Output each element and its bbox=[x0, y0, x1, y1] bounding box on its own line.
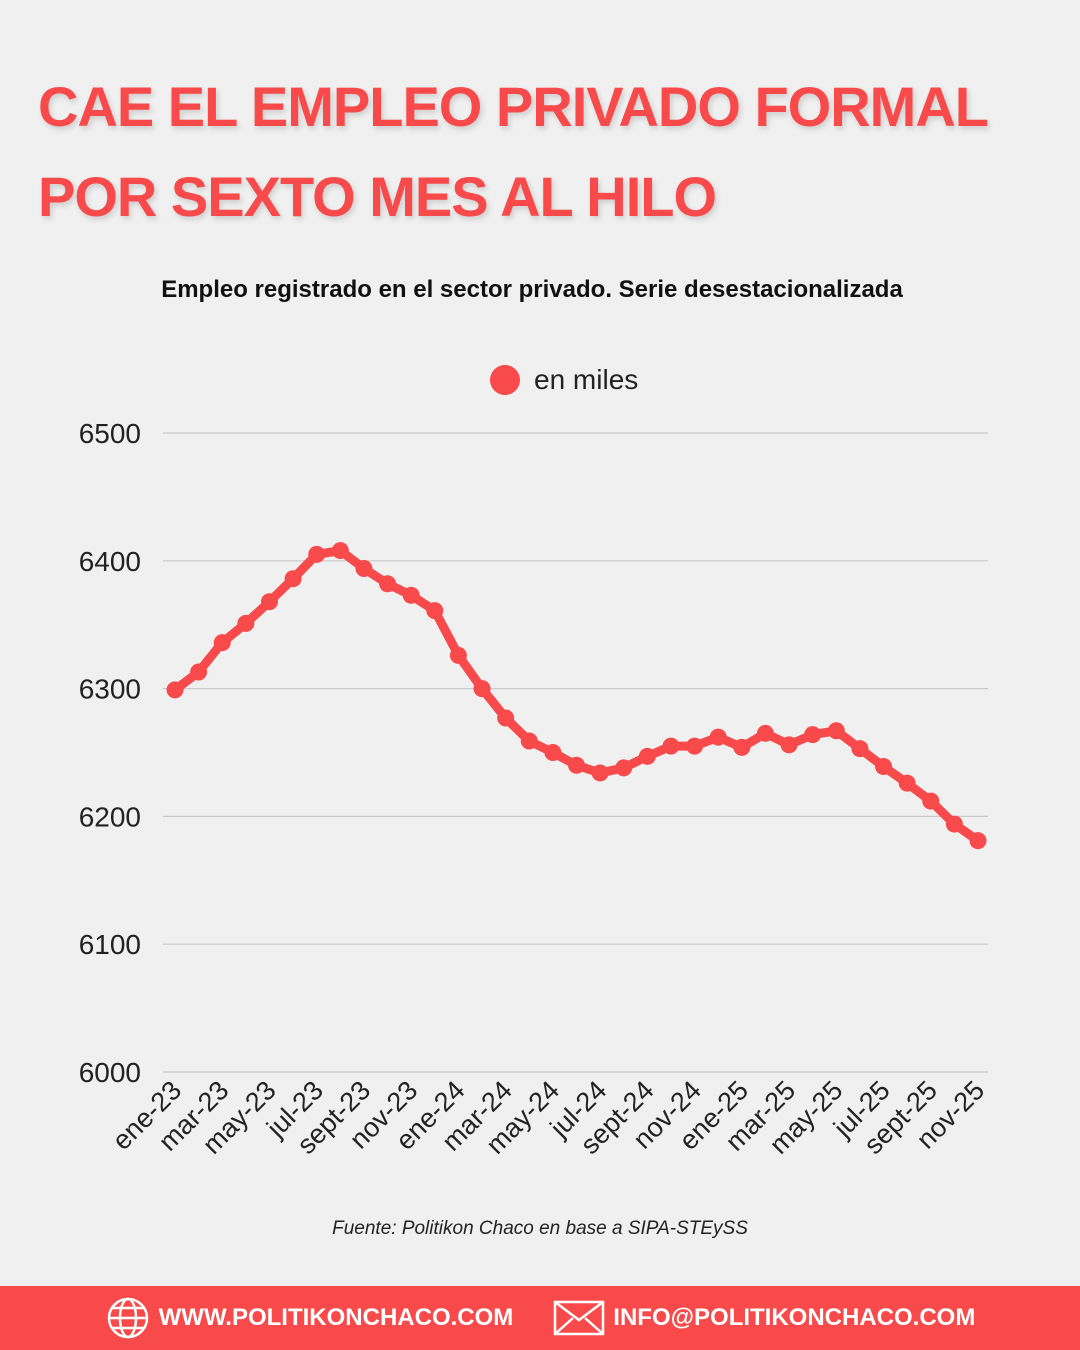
data-point bbox=[426, 602, 444, 620]
data-point bbox=[945, 815, 963, 833]
data-point bbox=[213, 634, 231, 652]
data-point bbox=[402, 586, 420, 604]
headline-line-2: POR SEXTO MES AL HILO bbox=[38, 165, 717, 228]
y-tick-label: 6300 bbox=[79, 674, 141, 705]
headline-line-1: CAE EL EMPLEO PRIVADO FORMAL bbox=[38, 75, 989, 138]
data-point bbox=[898, 774, 916, 792]
data-point bbox=[733, 738, 751, 756]
footer-bar: WWW.POLITIKONCHACO.COM INFO@POLITIKONCHA… bbox=[0, 1286, 1080, 1350]
data-point bbox=[379, 575, 397, 593]
data-point bbox=[851, 740, 869, 758]
data-point bbox=[260, 593, 278, 611]
data-point bbox=[355, 559, 373, 577]
data-point bbox=[638, 747, 656, 765]
email-link[interactable]: INFO@POLITIKONCHACO.COM bbox=[553, 1300, 975, 1336]
data-point bbox=[497, 709, 515, 727]
y-tick-label: 6000 bbox=[79, 1057, 141, 1088]
data-point bbox=[568, 756, 585, 774]
website-link[interactable]: WWW.POLITIKONCHACO.COM bbox=[105, 1295, 514, 1341]
legend-label: en miles bbox=[534, 364, 639, 395]
globe-icon bbox=[107, 1297, 148, 1339]
y-tick-label: 6500 bbox=[79, 418, 141, 449]
chart-title: Empleo registrado en el sector privado. … bbox=[161, 276, 903, 303]
data-point bbox=[166, 681, 184, 699]
data-point bbox=[544, 744, 562, 761]
data-point bbox=[662, 737, 680, 755]
data-point bbox=[308, 545, 326, 563]
data-point bbox=[709, 728, 727, 746]
y-tick-label: 6400 bbox=[79, 546, 141, 577]
data-point bbox=[520, 732, 538, 750]
y-tick-label: 6100 bbox=[79, 929, 141, 960]
data-point bbox=[190, 663, 208, 681]
email-text: INFO@POLITIKONCHACO.COM bbox=[613, 1304, 976, 1331]
data-point bbox=[686, 737, 704, 755]
series-line bbox=[172, 546, 981, 845]
website-text: WWW.POLITIKONCHACO.COM bbox=[158, 1304, 514, 1331]
data-point bbox=[591, 764, 609, 782]
legend-marker bbox=[490, 365, 520, 395]
source-note: Fuente: Politikon Chaco en base a SIPA-S… bbox=[332, 1218, 748, 1239]
data-point bbox=[922, 792, 940, 810]
envelope-icon bbox=[554, 1300, 605, 1336]
legend: en miles bbox=[490, 364, 638, 396]
data-point bbox=[875, 758, 893, 776]
data-point bbox=[449, 646, 467, 664]
data-point bbox=[804, 726, 822, 744]
data-point bbox=[284, 570, 302, 588]
data-point bbox=[615, 759, 633, 777]
line-chart: 600061006200630064006500ene-23mar-23may-… bbox=[79, 418, 991, 1160]
data-point bbox=[969, 832, 987, 850]
data-point bbox=[780, 736, 798, 754]
data-point bbox=[756, 724, 774, 742]
data-point bbox=[331, 542, 349, 560]
y-tick-label: 6200 bbox=[79, 801, 141, 832]
data-point bbox=[237, 614, 255, 632]
headline: CAE EL EMPLEO PRIVADO FORMAL POR SEXTO ME… bbox=[38, 62, 1048, 242]
data-point bbox=[827, 722, 845, 740]
data-point bbox=[473, 680, 491, 698]
